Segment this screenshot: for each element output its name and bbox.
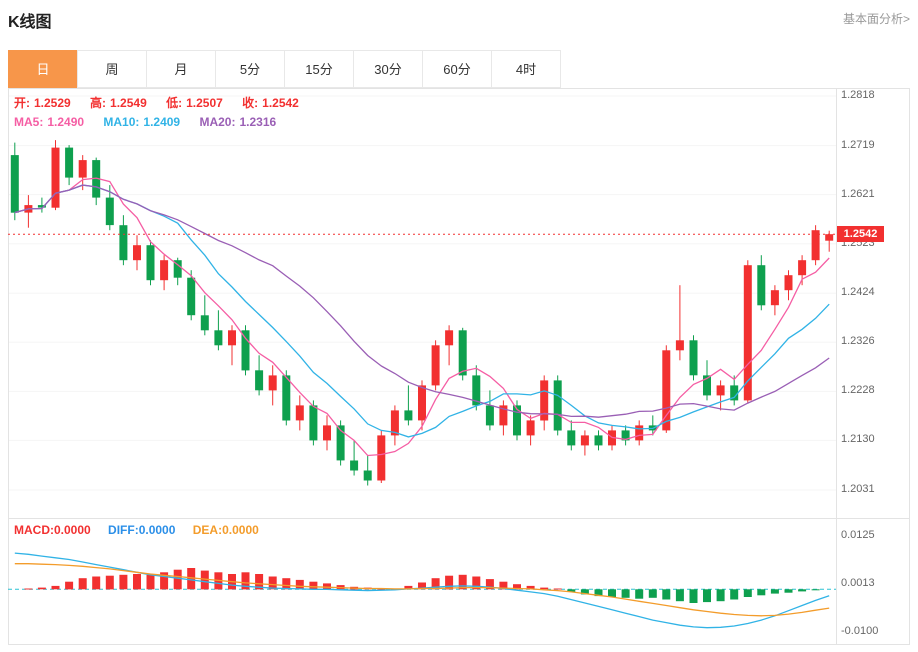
tab-day[interactable]: 日 [8,50,78,88]
open-readout: 开: 1.2529 [14,96,71,110]
low-readout: 低: 1.2507 [166,96,223,110]
price-axis-label: 1.2719 [841,138,875,151]
tab-5min[interactable]: 5分 [215,50,285,88]
current-price-tag: 1.2542 [837,226,884,243]
macd-value-readout: MACD:0.0000 [14,523,91,537]
price-axis-label: 1.2818 [841,89,875,101]
page-title: K线图 [8,14,52,31]
interval-tabs: 日 周 月 5分 15分 30分 60分 4时 [8,50,561,88]
ohlc-readout: 开: 1.2529 高: 1.2549 低: 1.2507 收: 1.2542 [14,94,315,111]
price-axis-label: 1.2621 [841,187,875,200]
price-axis-label: 1.2424 [841,286,875,299]
ma5-readout: MA5: 1.2490 [14,115,85,129]
fundamental-analysis-link[interactable]: 基本面分析> [842,12,910,26]
price-axis-label: 1.2326 [841,335,875,348]
price-axis-label: 1.2228 [841,384,875,397]
tab-month[interactable]: 月 [146,50,216,88]
tab-30min[interactable]: 30分 [353,50,423,88]
macd-axis-label: 0.0013 [841,576,875,589]
dea-value-readout: DEA:0.0000 [192,523,259,537]
ma10-readout: MA10: 1.2409 [103,115,181,129]
diff-value-readout: DIFF:0.0000 [108,523,176,537]
close-readout: 收: 1.2542 [242,96,299,110]
tab-60min[interactable]: 60分 [422,50,492,88]
tab-4hour[interactable]: 4时 [491,50,561,88]
tab-week[interactable]: 周 [77,50,147,88]
price-axis-label: 1.2031 [841,483,875,495]
ma-readout: MA5: 1.2490 MA10: 1.2409 MA20: 1.2316 [14,115,292,129]
price-axis-label: 1.2130 [841,433,875,446]
macd-axis-label: 0.0125 [841,529,875,541]
high-readout: 高: 1.2549 [90,96,147,110]
ma20-readout: MA20: 1.2316 [199,115,277,129]
macd-axis-label: -0.0100 [841,625,879,637]
macd-readout: MACD:0.0000 DIFF:0.0000 DEA:0.0000 [14,523,273,537]
tab-15min[interactable]: 15分 [284,50,354,88]
